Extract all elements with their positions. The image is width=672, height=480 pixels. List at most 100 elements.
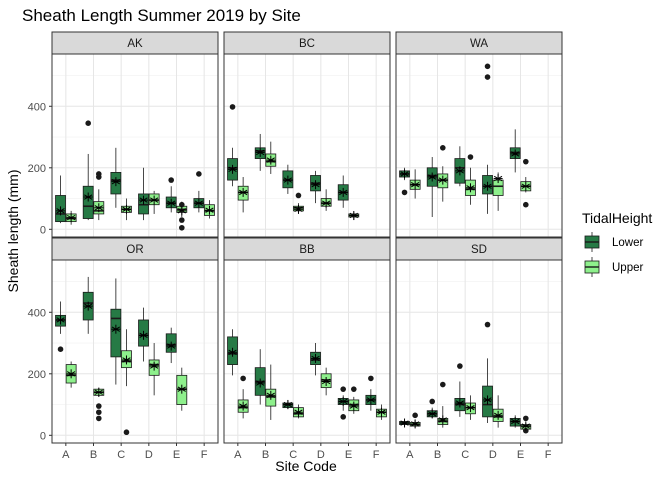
mean-marker bbox=[111, 324, 121, 334]
outlier-point bbox=[467, 154, 474, 160]
outlier-point bbox=[57, 346, 64, 352]
box-c-upper bbox=[465, 395, 476, 420]
mean-marker bbox=[228, 164, 238, 174]
legend-label: Upper bbox=[612, 262, 643, 274]
x-tick-label: A bbox=[62, 449, 70, 461]
chart-title: Sheath Length Summer 2019 by Site bbox=[22, 6, 301, 25]
x-tick-label: D bbox=[317, 449, 325, 461]
x-tick-label: E bbox=[173, 449, 180, 461]
mean-marker bbox=[94, 387, 104, 397]
mean-marker bbox=[311, 180, 321, 190]
box-d-lower bbox=[138, 167, 149, 221]
box-e-lower bbox=[337, 175, 349, 208]
legend-entry-lower: Lower bbox=[584, 232, 643, 252]
outlier-point bbox=[168, 177, 174, 183]
strip-label: AK bbox=[127, 38, 143, 50]
mean-marker bbox=[111, 177, 121, 187]
legend-entry-upper: Upper bbox=[584, 257, 643, 277]
outlier-point bbox=[401, 189, 408, 196]
mean-marker bbox=[266, 155, 276, 165]
box-e-lower bbox=[165, 327, 177, 364]
box-a-upper bbox=[65, 210, 77, 225]
box-b-upper bbox=[437, 381, 449, 428]
mean-marker bbox=[465, 183, 475, 193]
x-tick-label: B bbox=[90, 449, 97, 461]
mean-marker bbox=[427, 172, 437, 182]
x-tick-label: C bbox=[461, 449, 469, 461]
mean-marker bbox=[56, 315, 66, 325]
y-tick-label: 400 bbox=[28, 101, 46, 113]
box-c-upper bbox=[465, 154, 476, 205]
box-e-upper bbox=[176, 201, 188, 231]
box-d-upper bbox=[148, 190, 160, 214]
outlier-point bbox=[96, 171, 102, 177]
y-tick-label: 400 bbox=[28, 307, 46, 319]
mean-marker bbox=[410, 180, 420, 190]
outlier-point bbox=[523, 201, 529, 208]
panel-border bbox=[223, 259, 391, 444]
outlier-point bbox=[484, 74, 491, 80]
outlier-point bbox=[412, 412, 418, 419]
mean-marker bbox=[238, 187, 248, 197]
box-a-lower bbox=[55, 175, 66, 224]
box-f-upper bbox=[204, 200, 215, 219]
box-f-lower bbox=[365, 375, 377, 411]
outlier-point bbox=[96, 403, 102, 409]
outlier-point bbox=[295, 192, 302, 199]
y-tick-label: 200 bbox=[28, 163, 46, 175]
mean-marker bbox=[228, 347, 238, 357]
strip-label: OR bbox=[126, 244, 143, 256]
outlier-point bbox=[484, 321, 491, 328]
outlier-point bbox=[351, 386, 357, 392]
mean-marker bbox=[66, 369, 76, 379]
outlier-point bbox=[523, 427, 529, 434]
x-tick-label: B bbox=[262, 449, 269, 461]
mean-marker bbox=[194, 198, 204, 208]
panel-wa: WA bbox=[395, 31, 563, 238]
box-a-lower bbox=[399, 418, 410, 428]
box-e-upper bbox=[348, 210, 360, 221]
panel-or: OR 0 200 400 A B C D E F bbox=[28, 237, 219, 461]
mean-marker bbox=[400, 169, 410, 179]
box-b-lower bbox=[254, 349, 266, 405]
outlier-point bbox=[179, 217, 185, 223]
box-e-lower bbox=[165, 177, 177, 213]
mean-marker bbox=[283, 400, 293, 410]
outlier-point bbox=[96, 415, 102, 422]
mean-marker bbox=[83, 192, 93, 202]
box-d-upper bbox=[148, 343, 160, 396]
box-a-lower bbox=[55, 301, 66, 352]
mean-marker bbox=[438, 415, 448, 425]
box-e-upper bbox=[520, 158, 532, 208]
x-tick-label: D bbox=[489, 449, 497, 461]
box-b-upper bbox=[93, 387, 105, 422]
box-d-lower bbox=[482, 321, 493, 424]
mean-marker bbox=[283, 175, 293, 185]
box-c-upper bbox=[121, 198, 132, 221]
box-d-lower bbox=[310, 343, 321, 376]
mean-marker bbox=[66, 213, 76, 223]
box-c-upper bbox=[121, 329, 132, 436]
x-tick-label: A bbox=[234, 449, 242, 461]
box-a-lower bbox=[399, 167, 410, 196]
legend: TidalHeight Lower Upper bbox=[582, 210, 652, 277]
box-c-lower bbox=[282, 164, 294, 194]
box-d-upper bbox=[320, 189, 332, 211]
box-b-upper bbox=[437, 145, 449, 202]
mean-marker bbox=[349, 401, 359, 411]
panel-border bbox=[51, 259, 219, 444]
mean-marker bbox=[139, 330, 149, 340]
mean-marker bbox=[121, 355, 131, 365]
mean-marker bbox=[455, 398, 465, 408]
box-a-upper bbox=[65, 361, 77, 388]
outlier-point bbox=[440, 381, 446, 388]
outlier-point bbox=[179, 201, 185, 208]
strip-label: BC bbox=[299, 38, 315, 50]
outlier-point bbox=[340, 386, 347, 392]
box-c-upper bbox=[293, 404, 304, 419]
box-a-upper bbox=[237, 177, 249, 213]
box-body bbox=[82, 185, 94, 219]
mean-marker bbox=[166, 341, 176, 351]
box-e-upper bbox=[348, 386, 360, 414]
